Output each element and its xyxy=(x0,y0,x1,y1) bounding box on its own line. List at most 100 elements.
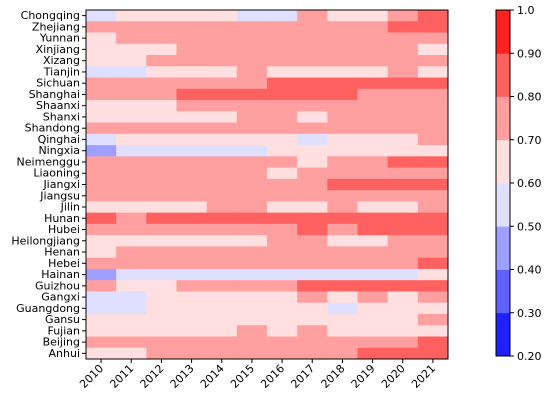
heatmap-cell xyxy=(86,111,117,123)
heatmap-cell xyxy=(236,145,268,157)
heatmap-cell xyxy=(146,235,177,247)
heatmap-cell xyxy=(297,21,328,33)
heatmap-cell xyxy=(267,55,298,67)
heatmap-cell xyxy=(357,313,389,326)
heatmap-cell xyxy=(206,246,238,259)
heatmap-cell xyxy=(146,100,177,112)
heatmap-cell xyxy=(387,66,419,78)
x-tick-label: 2012 xyxy=(138,362,167,391)
heatmap-cell xyxy=(387,88,419,101)
x-tick-label: 2010 xyxy=(77,362,106,391)
heatmap-cell xyxy=(86,257,117,270)
heatmap-cell xyxy=(236,268,268,281)
heatmap-cell xyxy=(267,111,298,123)
heatmap-cell xyxy=(146,313,177,326)
heatmap-cell xyxy=(206,21,238,33)
heatmap-cell xyxy=(86,246,117,259)
heatmap-cell xyxy=(327,111,358,123)
heatmap-cell xyxy=(297,190,328,202)
heatmap-cell xyxy=(267,32,298,45)
heatmap-cell xyxy=(176,122,208,135)
heatmap-cell xyxy=(236,313,268,326)
heatmap-cell xyxy=(86,268,117,281)
heatmap-cell xyxy=(297,145,328,157)
y-tick-label: Guangdong xyxy=(16,302,80,315)
y-tick-label: Zhejiang xyxy=(32,20,80,33)
heatmap-cell xyxy=(267,313,298,326)
heatmap-cell xyxy=(327,325,358,337)
heatmap-cell xyxy=(206,212,238,225)
heatmap-cell xyxy=(267,268,298,281)
x-tick-label: 2021 xyxy=(409,362,438,391)
heatmap-cell xyxy=(357,21,389,33)
heatmap-cell xyxy=(327,347,358,360)
heatmap-cell xyxy=(357,268,389,281)
heatmap-cell xyxy=(116,145,147,157)
heatmap-cell xyxy=(267,325,298,337)
heatmap-cell xyxy=(267,167,298,180)
heatmap-cell xyxy=(146,77,177,90)
heatmap-cell xyxy=(116,88,147,101)
heatmap-cell xyxy=(146,336,177,349)
heatmap-cell xyxy=(387,201,419,214)
heatmap-cell xyxy=(267,21,298,33)
y-tick-label: Yunnan xyxy=(39,32,80,45)
colorbar-tick-label: 0.40 xyxy=(517,264,542,277)
heatmap-cell xyxy=(297,291,328,304)
heatmap-cell xyxy=(387,122,419,135)
heatmap-cell xyxy=(357,133,389,146)
heatmap-cell xyxy=(267,178,298,191)
heatmap-cell xyxy=(357,325,389,337)
colorbar-tick-label: 0.80 xyxy=(517,91,542,104)
heatmap-cell xyxy=(327,156,358,169)
heatmap-cell xyxy=(176,201,208,214)
heatmap-cell xyxy=(206,88,238,101)
heatmap-cell xyxy=(417,336,449,349)
colorbar-tick-label: 0.50 xyxy=(517,220,542,233)
heatmap-cell xyxy=(267,347,298,360)
heatmap-cell xyxy=(327,280,358,292)
heatmap-cell xyxy=(327,223,358,236)
heatmap-cell xyxy=(146,55,177,67)
heatmap-cell xyxy=(327,32,358,45)
colorbar: 0.20 0.30 0.40 0.50 0.60 0.70 0.80 0.90 1.0 xyxy=(495,4,542,363)
heatmap-cell xyxy=(357,178,389,191)
heatmap-cell xyxy=(176,313,208,326)
heatmap-cell xyxy=(297,280,328,292)
heatmap-cell xyxy=(297,32,328,45)
colorbar-swatch xyxy=(496,183,510,227)
heatmap-cell xyxy=(297,77,328,90)
heatmap-cell xyxy=(236,100,268,112)
heatmap-cell xyxy=(86,122,117,135)
heatmap-cell xyxy=(176,21,208,33)
heatmap-cell xyxy=(417,347,449,360)
heatmap-cell xyxy=(267,223,298,236)
y-tick-label: Sichuan xyxy=(36,77,80,90)
heatmap-cell xyxy=(176,43,208,56)
y-tick-label: Qinghai xyxy=(38,133,80,146)
heatmap-cell xyxy=(236,133,268,146)
heatmap-cell xyxy=(417,291,449,304)
heatmap-cell xyxy=(417,100,449,112)
heatmap-cell xyxy=(267,10,298,22)
y-tick-label: Jiangsu xyxy=(39,189,80,202)
colorbar-swatch xyxy=(496,139,510,184)
heatmap-cell xyxy=(236,156,268,169)
heatmap-cell xyxy=(116,10,147,22)
heatmap-cell xyxy=(267,201,298,214)
heatmap-cell xyxy=(236,88,268,101)
heatmap-cell xyxy=(387,223,419,236)
heatmap-cell xyxy=(267,212,298,225)
heatmap-cell xyxy=(86,32,117,45)
heatmap-cell xyxy=(86,178,117,191)
heatmap-cell xyxy=(387,133,419,146)
y-tick-label: Xizang xyxy=(43,54,80,67)
heatmap-cell xyxy=(146,66,177,78)
heatmap-cell xyxy=(387,291,419,304)
heatmap-cell xyxy=(146,178,177,191)
heatmap-cell xyxy=(86,280,117,292)
heatmap-cell xyxy=(206,66,238,78)
heatmap-cell xyxy=(267,246,298,259)
heatmap-cell xyxy=(417,77,449,90)
heatmap-cell xyxy=(146,347,177,360)
